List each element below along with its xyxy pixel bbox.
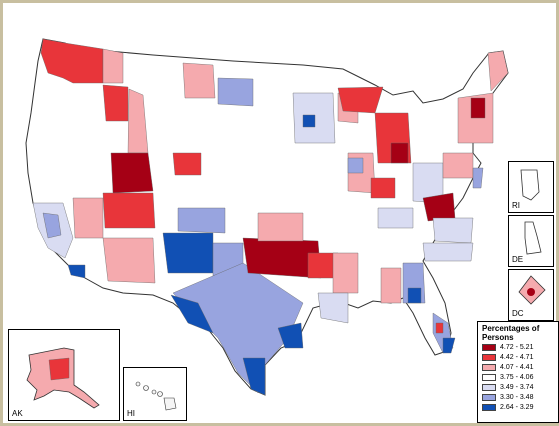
legend-item: 2.64 - 3.29 — [478, 402, 558, 412]
region-fl-blue — [442, 337, 456, 354]
region-ky — [377, 207, 414, 229]
legend-label: 4.07 - 4.41 — [500, 363, 534, 371]
region-wy — [172, 152, 202, 176]
legend-swatch — [482, 363, 496, 371]
region-al — [380, 267, 402, 304]
legend-label: 3.30 - 3.48 — [500, 393, 534, 401]
de-shape — [524, 221, 542, 255]
inset-dc: DC — [508, 269, 554, 321]
region-mi-up — [337, 86, 384, 114]
region-wv — [422, 192, 456, 222]
region-ut-north — [110, 152, 154, 194]
region-co — [177, 207, 226, 234]
region-ga-blue — [407, 287, 422, 304]
region-in-red — [370, 177, 396, 199]
region-nc — [422, 242, 474, 262]
region-fl-red — [435, 322, 444, 334]
region-la-blue — [67, 264, 86, 279]
inset-label-ri: RI — [512, 201, 520, 210]
inset-rhode-island: RI — [508, 161, 554, 213]
region-ca-blue — [42, 212, 62, 239]
legend-item: 4.07 - 4.41 — [478, 362, 558, 372]
region-wa-east — [102, 48, 124, 84]
legend-label: 3.75 - 4.06 — [500, 373, 534, 381]
region-ks — [257, 212, 304, 242]
legend-label: 4.42 - 4.71 — [500, 353, 534, 361]
region-or-ne — [102, 84, 129, 122]
region-la — [317, 292, 349, 324]
legend-item: 4.72 - 5.21 — [478, 342, 558, 352]
legend-item: 3.30 - 3.48 — [478, 392, 558, 402]
inset-alaska: AK — [8, 329, 120, 421]
inset-delaware: DE — [508, 215, 554, 267]
legend-label: 3.49 - 3.74 — [500, 383, 534, 391]
region-washington — [40, 38, 104, 84]
ri-shape — [520, 169, 540, 201]
region-tx-houston — [277, 322, 304, 349]
region-va — [432, 217, 474, 244]
legend-title: Percentages of Persons — [482, 324, 540, 342]
legend-swatch — [482, 353, 496, 361]
region-ut-south — [102, 192, 156, 229]
legend-label: 2.64 - 3.29 — [500, 403, 534, 411]
region-nm — [162, 232, 214, 274]
region-nj — [472, 167, 484, 189]
region-az — [102, 237, 156, 284]
region-pa — [442, 152, 474, 179]
inset-hawaii: HI — [123, 367, 187, 421]
region-montana — [182, 62, 216, 99]
region-mt-blue — [217, 77, 254, 107]
inset-label-dc: DC — [512, 309, 524, 318]
region-fills — [32, 38, 509, 396]
region-mn-blue — [302, 114, 316, 128]
legend-item: 3.49 - 3.74 — [478, 382, 558, 392]
region-nv-pink — [72, 197, 104, 239]
inset-label-ak: AK — [12, 409, 23, 418]
hawaii-shape — [135, 381, 177, 411]
legend-swatch — [482, 393, 496, 401]
region-tx-south — [242, 357, 266, 396]
legend-swatch — [482, 373, 496, 381]
alaska-shape — [26, 347, 100, 409]
inset-label-de: DE — [512, 255, 524, 264]
legend-swatch — [482, 343, 496, 351]
region-mi-dark — [390, 142, 409, 164]
dc-shape — [518, 275, 546, 305]
region-me — [487, 50, 509, 92]
region-ar — [332, 252, 359, 294]
legend-item: 4.42 - 4.71 — [478, 352, 558, 362]
legend-swatch — [482, 403, 496, 411]
inset-label-hi: HI — [127, 409, 135, 418]
legend-rows: 4.72 - 5.21 4.42 - 4.71 4.07 - 4.41 3.75 - … — [478, 342, 558, 412]
region-ia-blue — [347, 157, 364, 174]
region-tx-west — [170, 294, 214, 334]
legend-label: 4.72 - 5.21 — [500, 343, 534, 351]
legend-swatch — [482, 383, 496, 391]
region-vt-dark — [470, 97, 486, 119]
conus-map — [25, 38, 509, 396]
legend: Percentages of Persons 4.72 - 5.21 4.42 -… — [477, 321, 559, 423]
legend-item: 3.75 - 4.06 — [478, 372, 558, 382]
